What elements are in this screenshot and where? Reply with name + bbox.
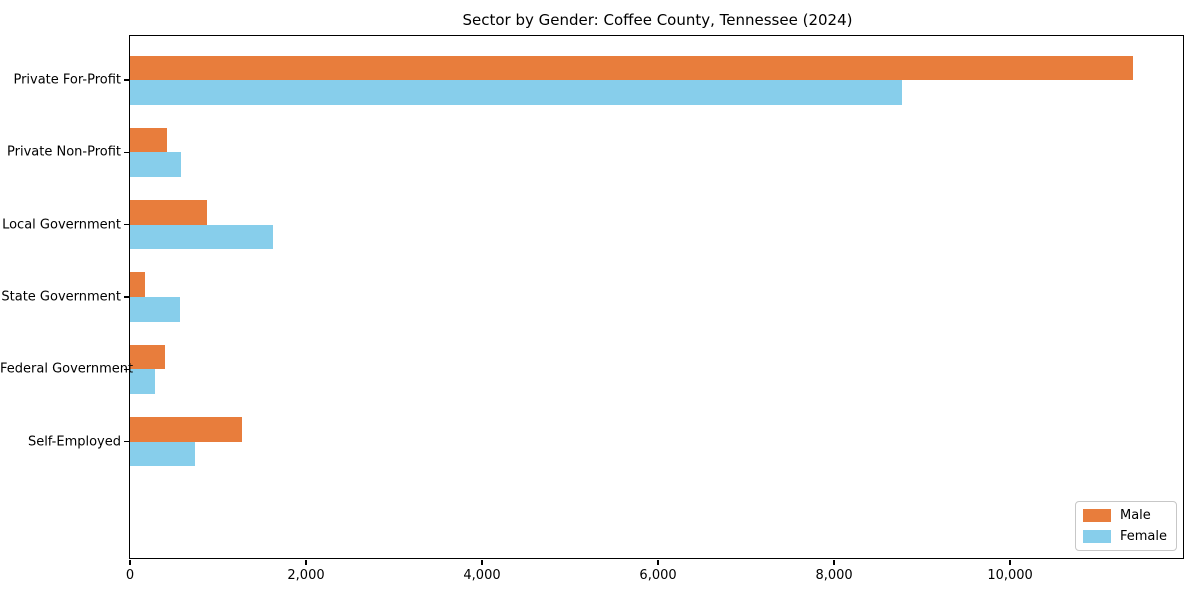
chart-title: Sector by Gender: Coffee County, Tenness… xyxy=(462,11,853,29)
legend-swatch-female xyxy=(1082,530,1111,543)
x-tick-mark xyxy=(1009,559,1011,565)
bar-female xyxy=(130,369,156,394)
y-tick-label: Private For-Profit xyxy=(13,72,121,88)
legend-label-male: Male xyxy=(1119,508,1151,523)
bar-female xyxy=(130,152,181,177)
x-tick-mark xyxy=(129,559,131,565)
y-tick-mark xyxy=(124,440,129,443)
plot-area: Male Female xyxy=(129,35,1184,559)
bar-male xyxy=(130,344,166,370)
legend-item-female: Female xyxy=(1082,529,1167,544)
bar-female xyxy=(130,80,903,105)
x-tick-mark xyxy=(657,559,659,565)
bar-male xyxy=(130,272,145,297)
x-tick-label: 8,000 xyxy=(815,568,853,583)
bar-male xyxy=(130,200,207,225)
x-tick-label: 10,000 xyxy=(987,568,1033,583)
y-tick-mark xyxy=(124,368,129,370)
x-tick-label: 0 xyxy=(125,568,135,583)
y-tick-mark xyxy=(124,151,129,154)
legend-label-female: Female xyxy=(1119,529,1167,544)
bar-female xyxy=(130,441,196,467)
x-tick-mark xyxy=(481,559,483,565)
y-tick-mark xyxy=(124,296,129,298)
y-tick-label: Federal Government xyxy=(0,361,134,377)
y-tick-label: Private Non-Profit xyxy=(7,144,121,160)
x-tick-mark xyxy=(305,559,307,565)
bar-female xyxy=(130,224,273,250)
y-tick-mark xyxy=(124,79,129,81)
x-tick-mark xyxy=(833,559,835,565)
y-tick-mark xyxy=(124,224,129,226)
legend: Male Female xyxy=(1074,501,1177,551)
y-tick-label: Self-Employed xyxy=(27,434,121,450)
bar-female xyxy=(130,297,181,322)
bar-male xyxy=(130,417,242,442)
legend-swatch-male xyxy=(1082,509,1111,522)
x-tick-label: 4,000 xyxy=(463,568,501,583)
bar-male xyxy=(130,55,1134,81)
x-tick-label: 6,000 xyxy=(639,568,677,583)
y-tick-label: State Government xyxy=(1,289,121,305)
bar-male xyxy=(130,127,167,153)
legend-item-male: Male xyxy=(1082,508,1167,523)
y-tick-label: Local Government xyxy=(2,217,121,233)
x-tick-label: 2,000 xyxy=(287,568,325,583)
